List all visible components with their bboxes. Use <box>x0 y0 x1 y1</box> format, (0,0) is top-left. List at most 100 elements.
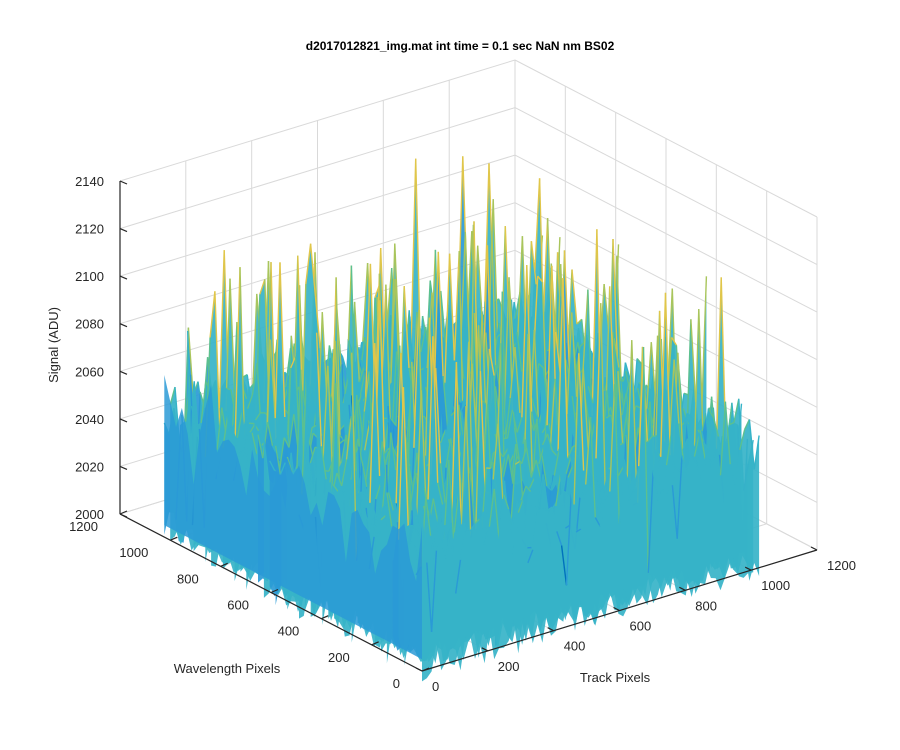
surface-segment <box>613 338 620 368</box>
surface-segment <box>301 371 308 496</box>
z-tick-mark <box>119 323 128 328</box>
back-wall-grid-line <box>119 59 516 182</box>
surface-segment <box>575 528 582 533</box>
surface-segment <box>492 199 499 349</box>
surface-segment <box>450 527 457 594</box>
surface-segment <box>279 462 286 475</box>
surface-segment <box>626 340 633 484</box>
surface-segment <box>320 446 327 480</box>
surface-segment <box>369 343 376 503</box>
surface-segment <box>361 499 368 522</box>
surface-segment <box>341 418 347 426</box>
surface-segment <box>700 455 707 480</box>
surface-segment <box>474 371 482 537</box>
y-tick-mark <box>119 510 128 515</box>
surface-segment <box>739 429 746 450</box>
surface-segment <box>187 327 194 397</box>
surface-segment <box>604 491 611 500</box>
surface-segment <box>728 421 735 426</box>
y-tick-label: 1000 <box>119 545 148 560</box>
surface-segment <box>631 340 638 490</box>
surface-segment <box>551 482 557 491</box>
surface-segment <box>390 432 397 471</box>
x-tick-mark <box>613 606 620 612</box>
surface-segment <box>582 367 589 448</box>
surface-segment <box>578 353 585 471</box>
surface-segment <box>432 498 439 524</box>
surface-segment <box>546 506 553 512</box>
surface-segment <box>517 499 524 513</box>
surface-segment <box>374 531 381 538</box>
side-wall-grid-line <box>514 202 818 361</box>
surface-segment <box>386 492 393 527</box>
y-tick-label: 1200 <box>69 519 98 534</box>
surface-segment <box>599 499 606 527</box>
surface-segment <box>374 343 381 477</box>
surface-segment <box>469 467 476 526</box>
z-tick-label: 2000 <box>75 507 104 522</box>
y-tick-label: 400 <box>278 624 300 639</box>
z-tick-mark <box>119 275 128 280</box>
surface-segment <box>254 412 261 421</box>
surface-segment <box>249 423 256 433</box>
surface-segment <box>364 263 372 398</box>
surface-segment <box>514 460 521 465</box>
surface-segment <box>613 384 621 524</box>
surface-segment <box>530 459 537 478</box>
surface-segment <box>474 518 481 524</box>
y-tick-label: 800 <box>177 571 199 586</box>
surface-segment <box>617 466 624 477</box>
surface-segment <box>345 479 352 534</box>
surface-segment <box>437 251 444 377</box>
surface-segment <box>488 488 495 527</box>
surface-segment <box>464 232 471 364</box>
surface-segment <box>553 448 560 476</box>
surface-segment <box>364 487 371 504</box>
surface-segment <box>516 236 524 341</box>
surface-segment <box>497 423 504 500</box>
surface-segment <box>448 253 456 361</box>
surface-segment <box>390 418 397 427</box>
surface-segment <box>526 264 533 412</box>
surface-segment <box>690 319 697 403</box>
surface-segment <box>616 256 623 396</box>
surface-segment <box>238 450 245 457</box>
surface-segment <box>479 518 486 545</box>
surface-segment <box>705 455 712 468</box>
surface-segment <box>409 472 417 505</box>
surface-segment <box>362 262 369 342</box>
surface-segment <box>246 394 254 409</box>
surface-segment <box>357 491 364 495</box>
x-tick-label: 200 <box>498 659 520 674</box>
surface-segment <box>279 262 286 418</box>
surface-segment <box>413 309 420 448</box>
x-tick-mark <box>547 627 554 632</box>
surface-segment <box>603 467 610 493</box>
surface-segment <box>520 485 527 501</box>
surface-segment <box>527 549 534 564</box>
surface-segment <box>413 526 420 562</box>
surface-segment <box>339 491 346 518</box>
surface-segment <box>439 463 446 504</box>
surface-segment <box>429 535 437 566</box>
surface-segment <box>555 473 562 507</box>
x-axis-label: Track Pixels <box>580 670 651 685</box>
surface-segment <box>373 507 380 537</box>
surface-segment <box>403 286 410 368</box>
surface-segment <box>652 435 657 437</box>
z-tick-label: 2060 <box>75 364 104 379</box>
surface-segment <box>433 512 440 547</box>
surface-segment <box>448 459 455 539</box>
surface-segment <box>673 359 680 424</box>
surface-segment <box>455 559 462 594</box>
surface-segment <box>511 500 518 524</box>
surface-segment <box>541 506 548 512</box>
surface-row-fill <box>422 347 760 682</box>
surface-segment <box>646 435 653 443</box>
surface-segment <box>432 336 439 483</box>
surface-segment <box>537 275 544 283</box>
surface-segment <box>266 422 274 446</box>
surface-segment <box>334 340 341 473</box>
surface-segment <box>321 491 328 503</box>
surface-segment <box>719 401 727 476</box>
